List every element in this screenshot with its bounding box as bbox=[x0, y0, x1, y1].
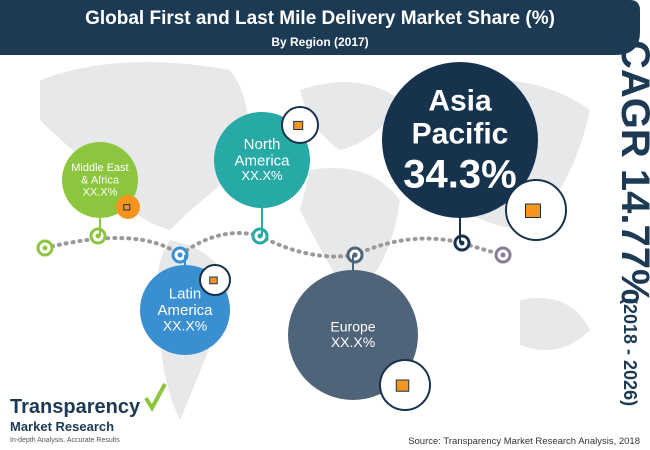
subtitle: By Region (2017) bbox=[271, 35, 368, 49]
route-node-dot bbox=[42, 245, 48, 251]
source: Source: Transparency Market Research Ana… bbox=[408, 436, 640, 447]
title: Global First and Last Mile Delivery Mark… bbox=[85, 8, 555, 29]
region-name: Europe bbox=[330, 319, 375, 335]
region-value: XX.X% bbox=[83, 186, 118, 198]
logo-line1: Transparency bbox=[10, 396, 141, 418]
region-name: North bbox=[244, 136, 281, 153]
region-value: XX.X% bbox=[163, 317, 207, 333]
region-name: Latin bbox=[169, 286, 202, 303]
region-name: Middle East bbox=[71, 162, 128, 174]
region-bubble bbox=[382, 62, 538, 218]
title-bar bbox=[0, 0, 640, 55]
region-value: 34.3% bbox=[403, 153, 516, 197]
region-name: Pacific bbox=[412, 118, 509, 151]
route-node-dot bbox=[500, 252, 506, 258]
region-name: America bbox=[157, 302, 213, 319]
region-value: XX.X% bbox=[331, 334, 375, 350]
region-icon-box bbox=[209, 276, 218, 285]
route-node-dot bbox=[177, 252, 183, 258]
logo-tagline: In-depth Analysis. Accurate Results bbox=[10, 437, 120, 444]
logo-check bbox=[144, 383, 167, 413]
cagr-label: CAGR 14.77% bbox=[613, 40, 650, 305]
region-bubble bbox=[288, 270, 418, 400]
region-icon-box bbox=[293, 120, 304, 131]
region-value: XX.X% bbox=[241, 168, 283, 183]
region-name: America bbox=[234, 153, 290, 170]
region-name: & Africa bbox=[81, 174, 120, 186]
region-name: Asia bbox=[428, 85, 492, 118]
region-bubble bbox=[62, 142, 138, 218]
region-icon-box bbox=[123, 204, 131, 211]
region-icon-box bbox=[525, 203, 541, 218]
cagr-period: (2018 - 2026) bbox=[620, 298, 640, 406]
region-icon-box bbox=[395, 379, 410, 392]
logo-line2: Market Research bbox=[10, 419, 114, 434]
